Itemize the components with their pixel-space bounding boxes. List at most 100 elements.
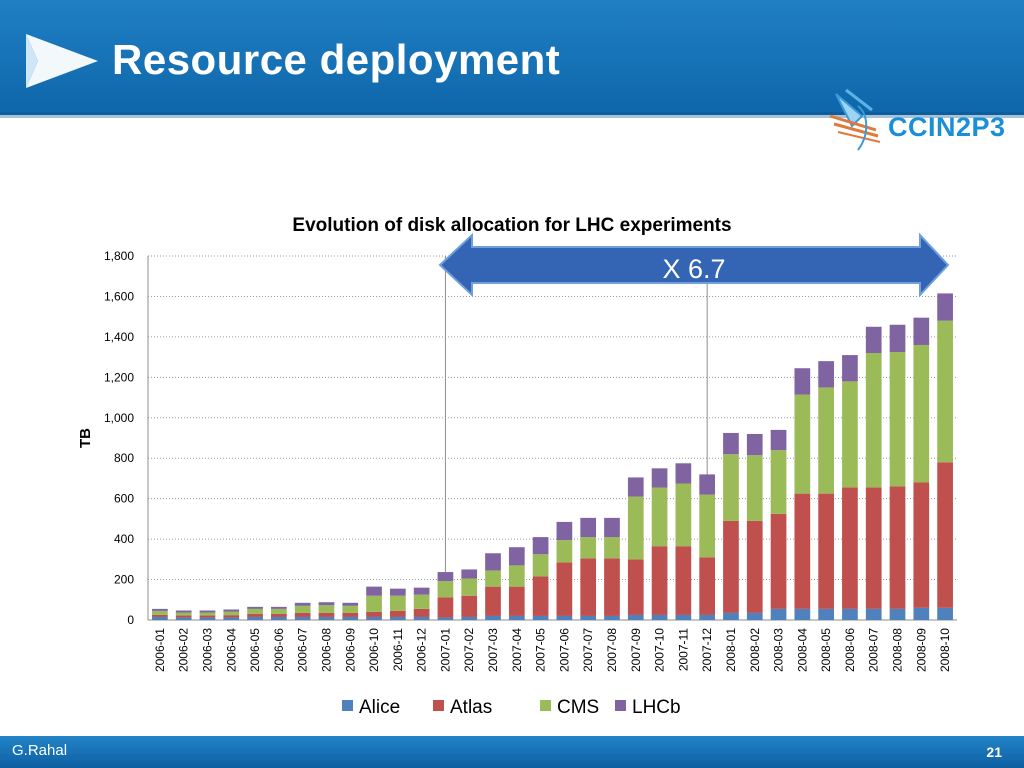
bar-atlas (437, 597, 454, 618)
growth-label: X 6.7 (662, 254, 725, 284)
y-tick-label: 600 (114, 492, 134, 506)
bar-atlas (770, 513, 787, 609)
bar-lhcb (699, 474, 716, 495)
bar-cms (318, 605, 335, 613)
bar-alice (580, 615, 597, 620)
bar-atlas (723, 520, 739, 613)
bar-alice (485, 615, 501, 620)
x-tick-label: 2008-07 (867, 628, 881, 672)
bar-cms (461, 578, 478, 596)
x-tick-label: 2008-03 (772, 628, 786, 672)
bar-alice (532, 615, 549, 620)
bar-cms (342, 605, 359, 613)
bar-cms (437, 581, 454, 598)
bar-cms (913, 344, 930, 483)
bar-lhcb (318, 602, 335, 606)
bar-atlas (865, 487, 882, 609)
bar-lhcb (604, 517, 620, 538)
x-tick-label: 2007-09 (629, 628, 643, 672)
legend-label-atlas: Atlas (450, 697, 492, 718)
bar-atlas (366, 611, 382, 617)
ccin2p3-logo-icon (829, 88, 881, 151)
bar-atlas (675, 546, 692, 615)
bar-atlas (389, 610, 406, 617)
bar-lhcb (342, 602, 359, 606)
bar-atlas (532, 576, 549, 616)
bar-alice (746, 612, 763, 620)
author-name: G.Rahal (12, 742, 68, 759)
bar-alice (699, 614, 716, 620)
x-tick-label: 2006-12 (415, 628, 429, 672)
x-tick-label: 2007-04 (510, 628, 524, 672)
x-tick-label: 2006-05 (248, 628, 262, 672)
x-tick-label: 2007-12 (700, 628, 714, 672)
bar-alice (223, 617, 240, 620)
header-shadow (0, 112, 1024, 118)
page-number: 21 (986, 744, 1002, 760)
bar-atlas (294, 612, 311, 617)
x-tick-label: 2007-02 (462, 628, 476, 672)
bar-cms (175, 612, 192, 616)
x-tick-label: 2007-07 (581, 628, 595, 672)
x-tick-label: 2006-02 (177, 628, 191, 672)
bar-alice (770, 608, 787, 620)
bar-alice (937, 607, 953, 620)
x-tick-label: 2008-04 (795, 628, 809, 672)
bar-alice (556, 615, 573, 620)
bar-alice (842, 608, 858, 620)
legend-swatch-atlas (433, 700, 444, 711)
x-tick-label: 2006-08 (319, 628, 333, 672)
footer-bar (0, 736, 1024, 768)
bar-cms (271, 608, 287, 614)
x-tick-label: 2006-11 (391, 628, 405, 671)
bar-cms (937, 320, 953, 463)
bar-cms (294, 605, 311, 613)
bar-atlas (699, 557, 716, 615)
x-tick-label: 2006-10 (367, 628, 381, 672)
bar-atlas (604, 558, 620, 616)
bar-cms (889, 352, 906, 487)
bar-lhcb (651, 468, 668, 488)
y-tick-labels: 0 200 400 600 800 1,000 1,200 1,400 1,600 1,800 (104, 249, 134, 627)
bar-alice (342, 616, 359, 620)
bar-lhcb (152, 608, 168, 611)
bar-lhcb (199, 610, 216, 613)
bar-alice (199, 617, 216, 620)
bar-cms (556, 540, 573, 563)
bar-alice (152, 616, 168, 620)
x-tick-label: 2007-01 (438, 628, 452, 672)
y-tick-label: 800 (114, 451, 134, 465)
bar-atlas (913, 482, 930, 608)
x-tick-label: 2007-10 (653, 628, 667, 672)
bar-alice (437, 617, 454, 620)
bar-atlas (889, 486, 906, 609)
bar-atlas (223, 615, 240, 618)
bar-cms (485, 570, 501, 587)
bar-lhcb (461, 569, 478, 579)
x-tick-label: 2006-09 (343, 628, 357, 672)
bar-atlas (580, 558, 597, 616)
bar-atlas (199, 615, 216, 618)
bar-atlas (318, 612, 335, 617)
bar-atlas (413, 608, 430, 617)
bar-alice (247, 616, 263, 620)
bar-alice (913, 607, 930, 620)
growth-annotation: X 6.7 (438, 232, 950, 298)
bar-alice (794, 608, 811, 620)
x-tick-label: 2006-03 (200, 628, 214, 672)
bar-alice (461, 616, 478, 620)
bar-lhcb (175, 610, 192, 613)
bar-lhcb (865, 326, 882, 354)
bar-alice (271, 616, 287, 620)
bar-lhcb (794, 368, 811, 395)
bar-atlas (627, 559, 644, 615)
bar-atlas (651, 546, 668, 615)
bar-atlas (175, 615, 192, 618)
legend: Alice Atlas CMS LHCb (342, 697, 681, 718)
gridlines (148, 255, 957, 581)
y-tick-label: 1,400 (104, 330, 134, 344)
y-tick-label: 400 (114, 532, 134, 546)
bar-alice (366, 616, 382, 620)
stacked-bar-chart: Evolution of disk allocation for LHC exp… (77, 215, 957, 718)
bar-cms (842, 381, 858, 488)
